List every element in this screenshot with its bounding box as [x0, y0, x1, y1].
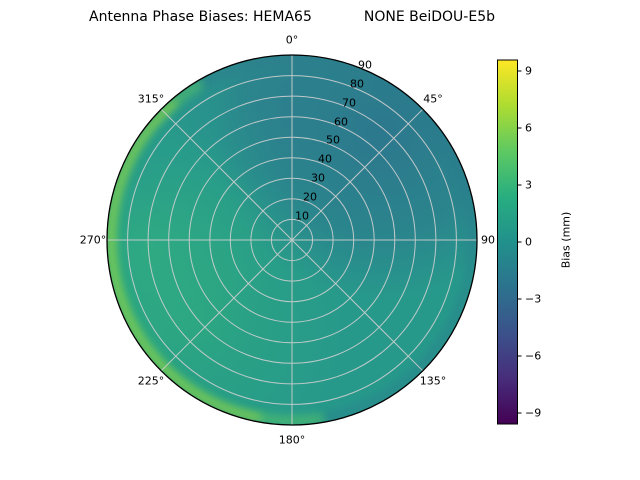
- angle-tick-label-45: 45°: [423, 92, 443, 106]
- radial-tick-label-80: 80: [350, 77, 364, 91]
- radial-tick-label-30: 30: [311, 171, 325, 185]
- angle-tick-label-90: 90: [481, 233, 495, 247]
- colorbar-tick-label-m6: −6: [525, 349, 542, 363]
- radial-tick-label-20: 20: [303, 190, 317, 204]
- polar-outline: [106, 54, 478, 426]
- colorbar-tick-label-m9: −9: [525, 406, 542, 420]
- radial-tick-label-10: 10: [295, 209, 309, 223]
- figure-title: Antenna Phase Biases: HEMA65 NONE BeiDOU…: [89, 9, 495, 25]
- angle-tick-label-180: 180°: [278, 433, 306, 447]
- colorbar-tick-label-m3: −3: [525, 292, 542, 306]
- polar-grid: [107, 55, 477, 425]
- colorbar-tick-label-6: 6: [525, 121, 532, 135]
- radial-tick-label-50: 50: [326, 133, 340, 147]
- radial-tick-label-70: 70: [342, 96, 356, 110]
- colorbar-tick-label-9: 9: [525, 64, 532, 78]
- radial-tick-label-90: 90: [358, 58, 372, 72]
- colorbar-tick-marks: [517, 70, 522, 414]
- angle-tick-label-315: 315°: [137, 92, 165, 106]
- colorbar: [497, 59, 522, 425]
- heat-rim-dark-right: [322, 79, 477, 423]
- angle-tick-label-225: 225°: [137, 374, 165, 388]
- figure-title-left: Antenna Phase Biases: HEMA65: [89, 9, 312, 25]
- heat-edge-bright-left: [108, 99, 262, 421]
- angle-tick-label-135: 135°: [419, 374, 447, 388]
- radial-tick-label-60: 60: [334, 115, 348, 129]
- angle-tick-label-0: 0°: [285, 33, 299, 47]
- colorbar-axis-label: Bias (mm): [559, 211, 573, 269]
- colorbar-tick-label-3: 3: [525, 178, 532, 192]
- angle-tick-label-270: 270°: [79, 233, 107, 247]
- radial-tick-label-40: 40: [318, 152, 332, 166]
- colorbar-tick-label-0: 0: [525, 235, 532, 249]
- colorbar-gradient: [497, 60, 518, 424]
- figure-title-right: NONE BeiDOU-E5b: [363, 9, 495, 25]
